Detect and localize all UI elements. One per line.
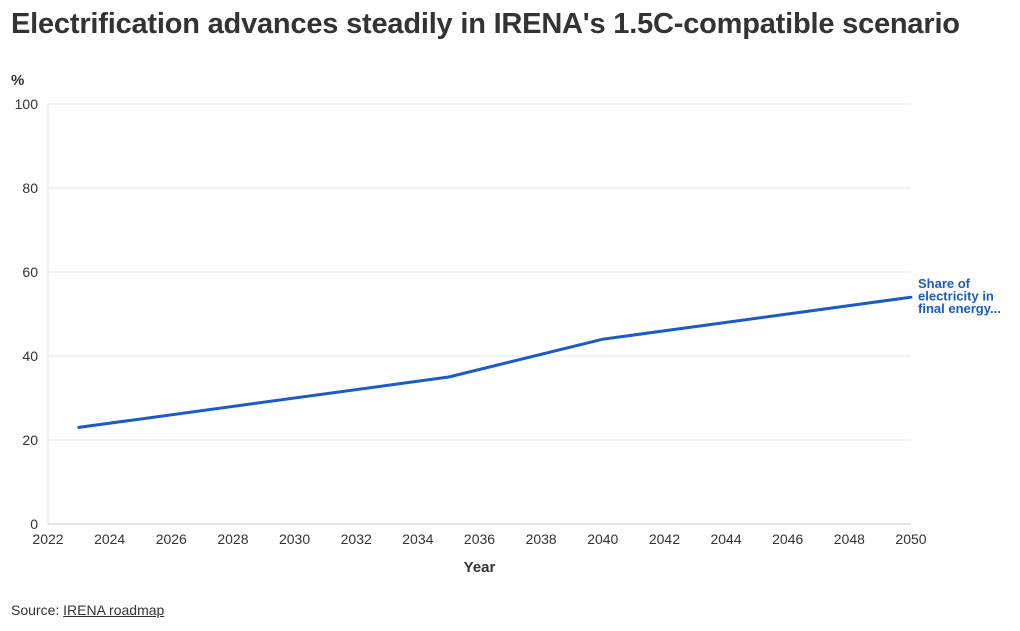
x-tick-label: 2028 — [217, 531, 248, 547]
x-tick-label: 2048 — [834, 531, 865, 547]
y-tick-label: 60 — [22, 264, 38, 280]
x-axis-label: Year — [464, 559, 496, 576]
y-tick-label: 40 — [22, 348, 38, 364]
x-tick-label: 2026 — [156, 531, 187, 547]
series-label-line: final energy... — [918, 301, 1001, 316]
x-tick-label: 2044 — [710, 531, 741, 547]
source-link[interactable]: IRENA roadmap — [63, 602, 165, 618]
y-tick-label: 0 — [30, 516, 38, 532]
y-tick-label: 100 — [15, 96, 39, 112]
x-tick-label: 2036 — [464, 531, 495, 547]
x-tick-label: 2042 — [649, 531, 680, 547]
series-label: Share of electricity in final energy... — [918, 276, 1001, 316]
x-tick-label: 2050 — [895, 531, 926, 547]
x-tick-label: 2034 — [402, 531, 433, 547]
x-tick-label: 2030 — [279, 531, 310, 547]
chart-title: Electrification advances steadily in IRE… — [11, 8, 960, 40]
series-label-line: Share of — [918, 276, 971, 291]
series-label-line: electricity in — [918, 289, 994, 304]
x-tick-label: 2022 — [32, 531, 63, 547]
x-tick-label: 2032 — [341, 531, 372, 547]
x-tick-label: 2024 — [94, 531, 125, 547]
y-tick-label: 80 — [22, 180, 38, 196]
y-axis-label: % — [11, 72, 24, 89]
x-tick-label: 2040 — [587, 531, 618, 547]
y-tick-label: 20 — [22, 432, 38, 448]
source-prefix: Source: — [11, 602, 64, 618]
x-tick-label: 2046 — [772, 531, 803, 547]
series-line — [77, 295, 913, 429]
source-note: Source: IRENA roadmap — [11, 602, 164, 618]
x-tick-label: 2038 — [526, 531, 557, 547]
